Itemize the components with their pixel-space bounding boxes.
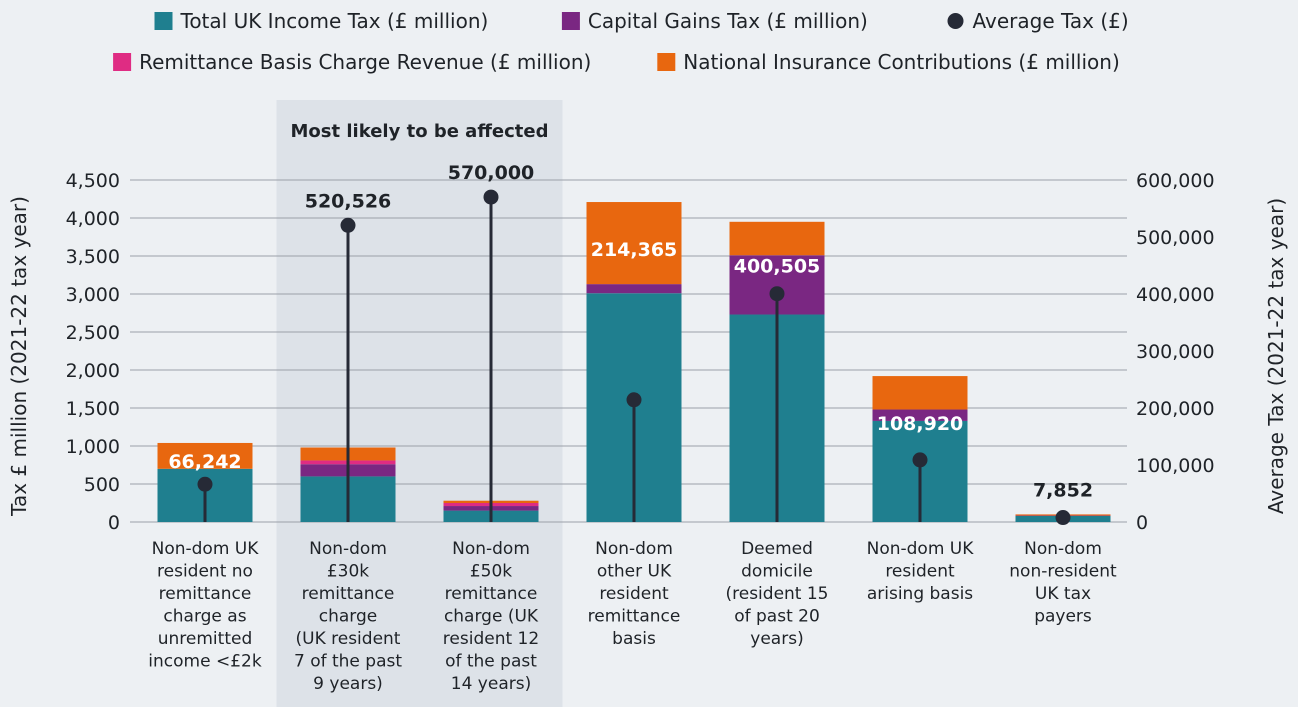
average-tax-value-label: 400,505 bbox=[734, 256, 821, 278]
average-tax-value-label: 108,920 bbox=[877, 413, 964, 435]
category-label: Non-dom bbox=[1024, 539, 1102, 559]
category-label: Non-dom bbox=[595, 539, 673, 559]
category-label: (UK resident bbox=[296, 629, 401, 649]
category-label: Deemed bbox=[741, 539, 813, 559]
y-left-tick-label: 0 bbox=[108, 512, 120, 534]
legend-marker-average-tax bbox=[947, 13, 964, 29]
y-left-axis-title: Tax £ million (2021-22 tax year) bbox=[7, 196, 31, 517]
category-label: £30k bbox=[327, 562, 369, 582]
legend-label-1: Capital Gains Tax (£ million) bbox=[588, 9, 868, 33]
bar-segment-series-3 bbox=[586, 202, 682, 285]
category-label: income <£2k bbox=[148, 652, 262, 672]
y-left-tick-label: 4,000 bbox=[66, 208, 120, 230]
average-tax-point bbox=[1055, 510, 1071, 526]
y-left-tick-label: 2,500 bbox=[66, 322, 120, 344]
average-tax-value-label: 570,000 bbox=[448, 162, 535, 184]
category-label: basis bbox=[612, 629, 656, 649]
average-tax-point bbox=[483, 189, 499, 205]
category-label: remittance bbox=[302, 584, 395, 604]
category-label: unremitted bbox=[158, 629, 253, 649]
legend-label-4: National Insurance Contributions (£ mill… bbox=[683, 50, 1119, 74]
average-tax-point bbox=[626, 392, 642, 408]
y-right-tick-label: 0 bbox=[1136, 512, 1148, 534]
y-right-tick-label: 400,000 bbox=[1136, 284, 1215, 306]
category-label: resident 12 bbox=[443, 629, 539, 649]
average-tax-value-label: 520,526 bbox=[305, 190, 392, 212]
category-label: remittance bbox=[445, 584, 538, 604]
y-left-tick-label: 4,500 bbox=[66, 170, 120, 192]
category-label: payers bbox=[1034, 607, 1092, 627]
category-label: of the past bbox=[445, 652, 537, 672]
category-label: remittance bbox=[159, 584, 252, 604]
average-tax-value-label: 214,365 bbox=[591, 239, 678, 261]
y-right-tick-label: 200,000 bbox=[1136, 398, 1215, 420]
category-label: £50k bbox=[470, 562, 512, 582]
highlight-band bbox=[276, 100, 563, 707]
legend-swatch-0 bbox=[154, 12, 173, 30]
legend-swatch-1 bbox=[561, 12, 580, 30]
y-left-tick-label: 500 bbox=[84, 474, 120, 496]
category-label: of past 20 bbox=[734, 607, 820, 627]
category-label: domicile bbox=[741, 562, 813, 582]
average-tax-point bbox=[340, 217, 356, 233]
y-right-tick-label: 100,000 bbox=[1136, 455, 1215, 477]
category-label: Non-dom bbox=[309, 539, 387, 559]
category-label: other UK bbox=[597, 562, 672, 582]
bar-segment-series-3 bbox=[157, 442, 253, 469]
y-right-tick-label: 600,000 bbox=[1136, 170, 1215, 192]
y-right-tick-label: 300,000 bbox=[1136, 341, 1215, 363]
bar-segment-series-1 bbox=[586, 284, 682, 294]
category-label: resident no bbox=[157, 562, 253, 582]
average-tax-point bbox=[912, 452, 928, 468]
bar-segment-series-1 bbox=[872, 409, 968, 421]
legend-swatch-3 bbox=[113, 53, 132, 71]
y-left-tick-label: 2,000 bbox=[66, 360, 120, 382]
bar-segment-series-3 bbox=[872, 376, 968, 410]
category-label: charge bbox=[319, 607, 377, 627]
category-label: charge as bbox=[163, 607, 246, 627]
category-label: 14 years) bbox=[451, 674, 531, 694]
category-label: remittance bbox=[588, 607, 681, 627]
y-right-axis-title: Average Tax (2021-22 tax year) bbox=[1264, 198, 1288, 514]
category-label: arising basis bbox=[867, 584, 973, 604]
bar-segment-series-3 bbox=[729, 221, 825, 256]
category-label: non-resident bbox=[1009, 562, 1117, 582]
category-label: (resident 15 bbox=[725, 584, 828, 604]
legend-label-0: Total UK Income Tax (£ million) bbox=[180, 9, 489, 33]
highlight-band-title: Most likely to be affected bbox=[291, 121, 549, 142]
category-label: resident bbox=[599, 584, 669, 604]
y-left-tick-label: 3,000 bbox=[66, 284, 120, 306]
legend-label-2: Average Tax (£) bbox=[973, 9, 1129, 33]
y-left-tick-label: 1,000 bbox=[66, 436, 120, 458]
average-tax-value-label: 66,242 bbox=[168, 451, 241, 473]
category-label: Non-dom UK bbox=[152, 539, 260, 559]
category-label: 9 years) bbox=[313, 674, 383, 694]
y-right-tick-label: 500,000 bbox=[1136, 227, 1215, 249]
category-label: charge (UK bbox=[444, 607, 539, 627]
category-label: Non-dom UK bbox=[867, 539, 975, 559]
category-label: UK tax bbox=[1035, 584, 1091, 604]
y-left-tick-label: 1,500 bbox=[66, 398, 120, 420]
category-label: Non-dom bbox=[452, 539, 530, 559]
category-label: years) bbox=[750, 629, 803, 649]
legend-swatch-4 bbox=[657, 53, 676, 71]
average-tax-point bbox=[769, 286, 785, 302]
category-label: resident bbox=[885, 562, 955, 582]
y-left-tick-label: 3,500 bbox=[66, 246, 120, 268]
category-label: 7 of the past bbox=[294, 652, 402, 672]
average-tax-point bbox=[197, 476, 213, 492]
legend-label-3: Remittance Basis Charge Revenue (£ milli… bbox=[139, 50, 591, 74]
average-tax-value-label: 7,852 bbox=[1033, 479, 1093, 501]
